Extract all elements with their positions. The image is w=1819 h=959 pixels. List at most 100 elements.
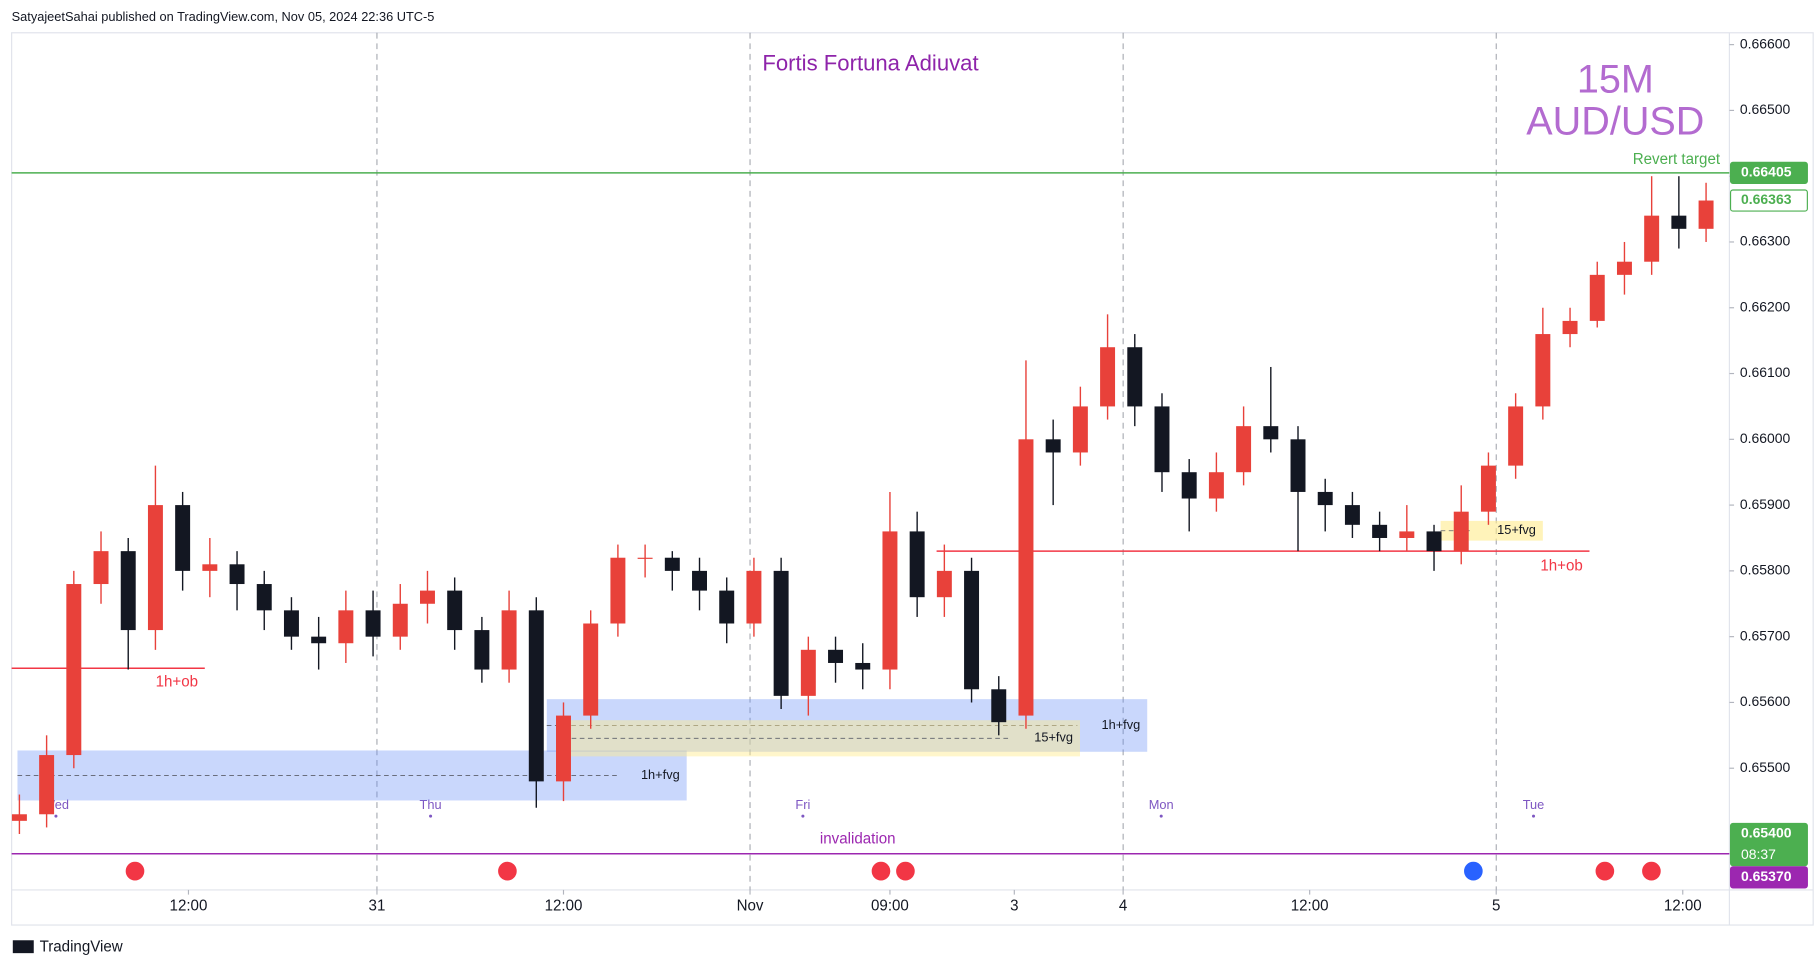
x-tick-label: Nov xyxy=(737,897,764,914)
candle-body xyxy=(501,610,517,670)
candle-body xyxy=(855,662,871,670)
candle-body xyxy=(474,630,490,670)
level-label: 1h+ob xyxy=(156,673,198,690)
candle-body xyxy=(1399,531,1415,538)
candle-body xyxy=(1562,320,1578,335)
candle-body xyxy=(66,584,82,756)
candle-body xyxy=(692,570,707,591)
tv-logo xyxy=(12,940,34,954)
candle-body xyxy=(256,584,272,611)
y-tick-label: 0.66100 xyxy=(1740,364,1791,380)
candle-body xyxy=(11,814,27,821)
candle-body xyxy=(1154,406,1170,473)
candle-body xyxy=(1263,426,1279,440)
x-tick-label: 3 xyxy=(1010,897,1018,914)
y-tick-label: 0.65900 xyxy=(1740,496,1791,512)
chart-title: Fortis Fortuna Adiuvat xyxy=(762,50,978,75)
x-tick-label: 12:00 xyxy=(1291,897,1329,914)
day-label: Mon xyxy=(1149,797,1174,812)
candle-body xyxy=(991,689,1007,723)
candle-body xyxy=(800,649,816,696)
y-tick-label: 0.65600 xyxy=(1740,693,1791,709)
y-tick-label: 0.65700 xyxy=(1740,627,1791,643)
candle-body xyxy=(229,564,245,585)
level-label: invalidation xyxy=(820,831,896,848)
x-tick-label: 5 xyxy=(1492,897,1500,914)
candle-body xyxy=(664,557,680,571)
candle-body xyxy=(637,557,653,559)
day-dot xyxy=(801,814,805,818)
level-label: Revert target xyxy=(1633,151,1721,168)
price-countdown: 08:37 xyxy=(1741,846,1776,862)
candle-body xyxy=(882,531,898,670)
candle-body xyxy=(1426,531,1442,552)
candle-body xyxy=(719,590,735,624)
price-label-box xyxy=(1729,866,1808,889)
candle-body xyxy=(93,551,109,585)
candle-body xyxy=(1372,524,1388,538)
candle-body xyxy=(1453,511,1469,552)
candle-body xyxy=(419,590,435,604)
candle-body xyxy=(447,590,463,631)
candle-body xyxy=(1480,465,1496,512)
x-tick-label: 12:00 xyxy=(170,897,208,914)
event-icon xyxy=(495,859,520,883)
event-icon xyxy=(893,859,918,883)
candle-body xyxy=(1698,200,1714,229)
symbol: AUD/USD xyxy=(1526,100,1704,144)
price-label: 0.66363 xyxy=(1741,191,1792,207)
candle-body xyxy=(1671,215,1687,229)
candle-body xyxy=(338,610,354,644)
price-label: 0.66405 xyxy=(1741,164,1792,180)
day-dot xyxy=(1159,814,1163,818)
day-dot xyxy=(54,814,58,818)
candle-body xyxy=(828,649,844,663)
candle-body xyxy=(175,505,191,571)
day-label: Thu xyxy=(420,797,442,812)
candle-body xyxy=(1290,439,1306,492)
price-label-box xyxy=(1729,822,1808,867)
timeframe: 15M xyxy=(1577,57,1654,101)
zone-label: 1h+fvg xyxy=(641,767,680,782)
publish-header: SatyajeetSahai published on TradingView.… xyxy=(12,9,435,24)
event-icon xyxy=(1639,859,1664,883)
y-tick-label: 0.66000 xyxy=(1740,430,1791,446)
y-tick-label: 0.65500 xyxy=(1740,759,1791,775)
candle-body xyxy=(147,505,163,631)
x-tick-label: 12:00 xyxy=(1664,897,1702,914)
candle-body xyxy=(556,715,571,782)
candle-body xyxy=(1344,505,1360,525)
price-label: 0.65400 xyxy=(1741,825,1792,841)
candle-body xyxy=(1644,215,1660,262)
candle-body xyxy=(1127,347,1143,407)
y-tick-label: 0.66300 xyxy=(1740,233,1791,249)
price-label-box xyxy=(1729,161,1808,185)
candle-body xyxy=(1589,274,1605,321)
candle-body xyxy=(1208,472,1224,499)
candle-body xyxy=(746,570,762,624)
x-tick-label: 09:00 xyxy=(871,897,909,914)
candle-body xyxy=(773,570,789,696)
candle-body xyxy=(1181,472,1197,499)
event-icon xyxy=(1593,859,1617,883)
candle-body xyxy=(1045,439,1061,453)
candle-body xyxy=(1508,406,1524,466)
candle-body xyxy=(283,610,299,637)
candle-body xyxy=(1535,334,1551,407)
price-label: 0.65370 xyxy=(1741,868,1792,884)
candle-body xyxy=(1072,406,1088,453)
event-icon xyxy=(123,859,147,883)
day-dot xyxy=(1532,814,1536,818)
candle-body xyxy=(392,603,408,637)
candle-body xyxy=(1317,491,1333,506)
zone-label: 15+fvg xyxy=(1034,730,1073,745)
candle-body xyxy=(583,623,599,716)
candle-body xyxy=(909,531,925,598)
x-tick-label: 31 xyxy=(369,897,386,914)
candle-body xyxy=(1236,426,1252,473)
price-label-box xyxy=(1729,189,1808,212)
candle-body xyxy=(964,570,980,690)
footer-brand: TradingView xyxy=(40,938,123,955)
day-label: Fri xyxy=(795,797,810,812)
